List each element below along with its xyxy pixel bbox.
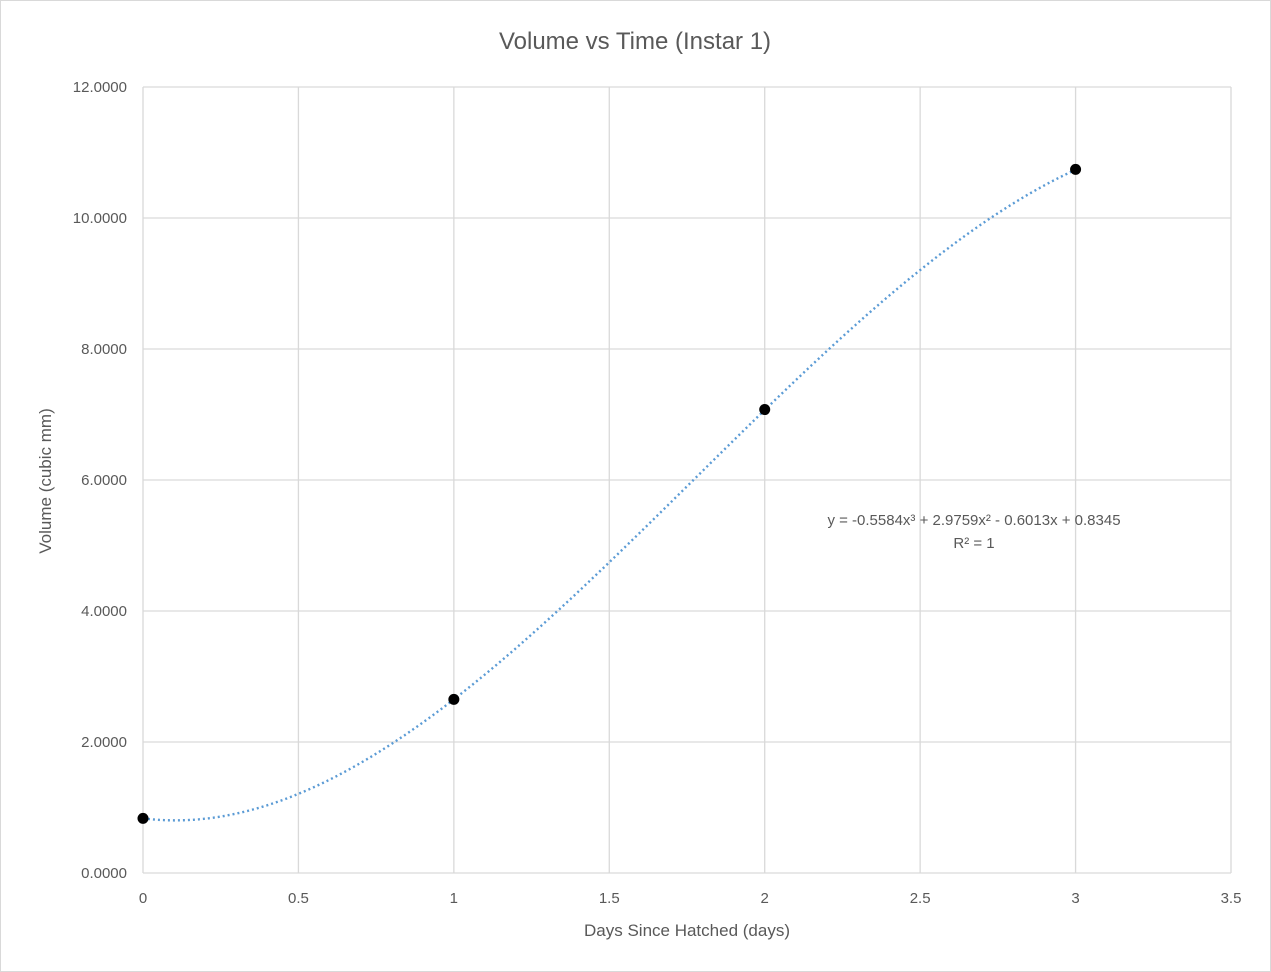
data-point bbox=[137, 812, 149, 824]
x-tick-label: 0 bbox=[139, 890, 147, 907]
x-tick-labels: 0 0.5 1 1.5 2 2.5 3 3.5 bbox=[139, 890, 1242, 907]
y-tick-label: 8.0000 bbox=[81, 341, 127, 358]
y-tick-label: 0.0000 bbox=[81, 865, 127, 882]
chart-title: Volume vs Time (Instar 1) bbox=[499, 28, 771, 55]
x-axis-title: Days Since Hatched (days) bbox=[584, 921, 790, 940]
x-tick-label: 2 bbox=[761, 890, 769, 907]
x-tick-label: 1.5 bbox=[599, 890, 620, 907]
grid bbox=[142, 86, 1232, 874]
data-points bbox=[137, 163, 1082, 824]
trendline-layer bbox=[142, 168, 1077, 822]
data-point bbox=[759, 404, 771, 416]
y-tick-label: 10.0000 bbox=[73, 210, 127, 227]
x-tick-label: 2.5 bbox=[910, 890, 931, 907]
x-tick-label: 1 bbox=[450, 890, 458, 907]
r-squared-label: R² = 1 bbox=[953, 535, 994, 552]
y-tick-label: 4.0000 bbox=[81, 603, 127, 620]
y-tick-labels: 0.0000 2.0000 4.0000 6.0000 8.0000 10.0000 12.… bbox=[73, 79, 127, 882]
x-tick-label: 0.5 bbox=[288, 890, 309, 907]
y-tick-label: 12.0000 bbox=[73, 79, 127, 96]
polynomial-trendline bbox=[142, 168, 1077, 822]
trendline-equation: y = -0.5584x³ + 2.9759x² - 0.6013x + 0.8… bbox=[827, 512, 1120, 529]
y-axis-title: Volume (cubic mm) bbox=[36, 408, 55, 553]
data-point bbox=[448, 693, 460, 705]
y-tick-label: 2.0000 bbox=[81, 734, 127, 751]
x-tick-label: 3 bbox=[1071, 890, 1079, 907]
data-point bbox=[1070, 163, 1082, 175]
y-tick-label: 6.0000 bbox=[81, 472, 127, 489]
x-tick-label: 3.5 bbox=[1221, 890, 1242, 907]
